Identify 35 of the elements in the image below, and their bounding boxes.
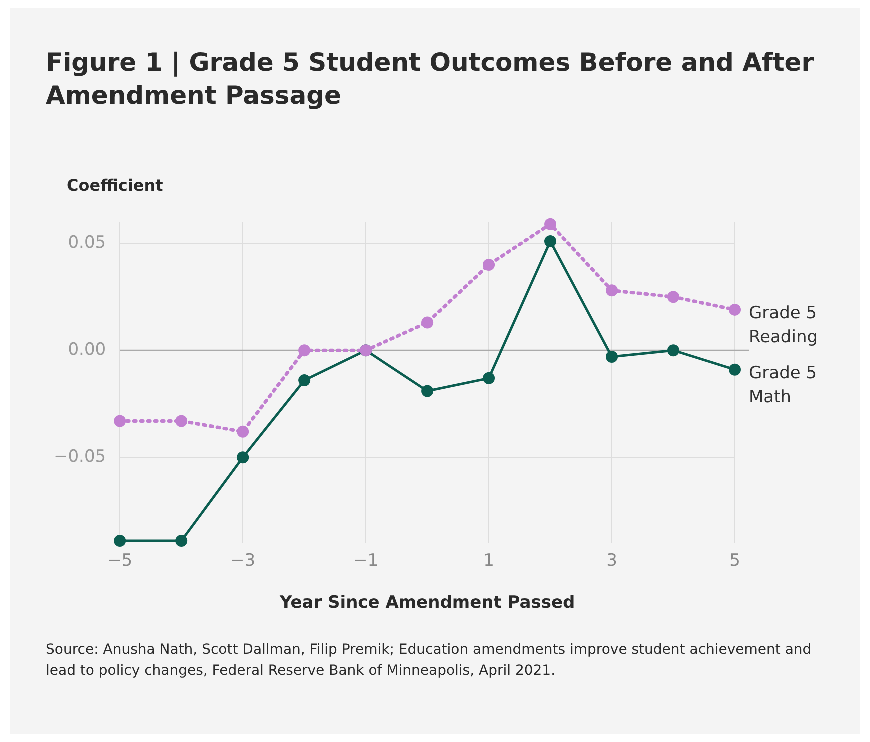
point — [729, 364, 741, 376]
point — [176, 415, 188, 428]
y-tick-label: −0.05 — [54, 447, 106, 468]
x-axis-title: Year Since Amendment Passed — [278, 593, 576, 614]
point — [237, 452, 250, 464]
x-tick-label: 3 — [606, 550, 618, 571]
point — [668, 344, 680, 357]
point — [544, 218, 557, 230]
series-label: Grade 5 Math — [749, 363, 818, 408]
chart-title: Figure 1 | Grade 5 Student Outcomes Before and After Amendment Passage — [46, 47, 816, 112]
source-note: Source: Anusha Nath, Scott Dallman, Filip Premik; Education amendments improve student achievement and lead to policy changes, Federal Reserve Bank of Minneapolis, April 2021. — [46, 641, 813, 681]
x-tick-label: −1 — [354, 550, 379, 571]
y-tick-label: 0.00 — [68, 340, 106, 360]
series-label: Grade 5 Reading — [749, 303, 818, 348]
point — [483, 259, 496, 271]
point — [114, 415, 126, 428]
point — [237, 426, 250, 438]
y-axis-title: Coefficient — [67, 176, 164, 195]
point — [668, 291, 680, 304]
x-tick-label: 5 — [730, 550, 740, 571]
point — [729, 304, 741, 316]
point — [422, 316, 434, 329]
x-tick-label: −3 — [230, 550, 256, 571]
point — [606, 351, 618, 364]
x-tick-label: 1 — [484, 550, 494, 571]
x-tick-label: −5 — [108, 550, 133, 571]
point — [606, 284, 618, 297]
point — [298, 374, 311, 387]
point — [298, 344, 311, 357]
point — [114, 535, 126, 548]
point — [176, 535, 188, 548]
point — [422, 385, 434, 398]
y-tick-label: 0.05 — [68, 233, 106, 254]
point — [483, 372, 496, 384]
point — [544, 235, 557, 248]
